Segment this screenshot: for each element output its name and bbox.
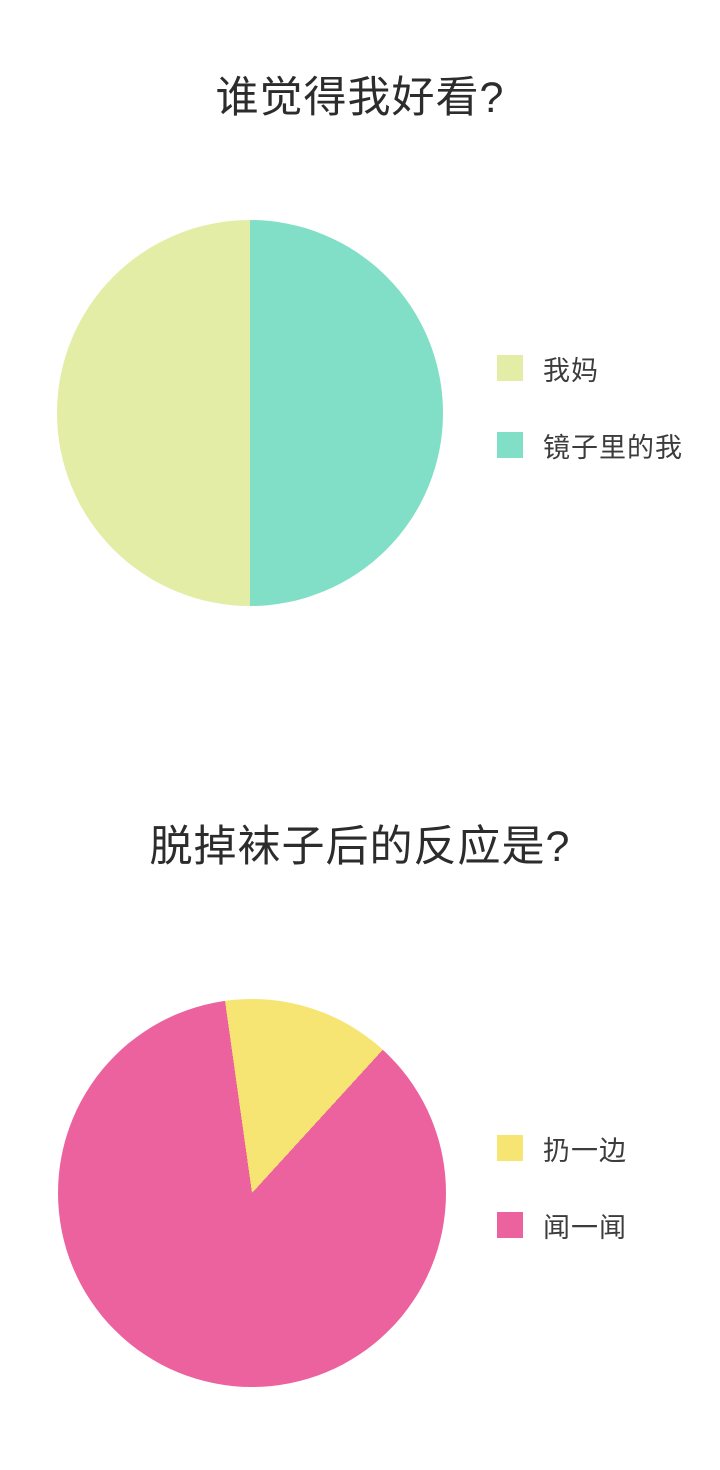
legend-label: 扔一边 xyxy=(543,1135,627,1166)
legend-swatch xyxy=(497,432,523,458)
pie-chart xyxy=(57,220,443,606)
legend-item: 闻一闻 xyxy=(497,1212,627,1243)
chart-title: 脱掉袜子后的反应是? xyxy=(149,823,571,871)
legend-item: 我妈 xyxy=(497,355,683,386)
legend-item: 镜子里的我 xyxy=(497,432,683,463)
legend-item: 扔一边 xyxy=(497,1135,627,1166)
pie-legend: 扔一边 闻一闻 xyxy=(497,1135,627,1243)
pie-chart xyxy=(58,999,446,1387)
legend-label: 镜子里的我 xyxy=(543,432,683,463)
legend-swatch xyxy=(497,1212,523,1238)
legend-swatch xyxy=(497,355,523,381)
pie-legend: 我妈 镜子里的我 xyxy=(497,355,683,463)
chart-title: 谁觉得我好看? xyxy=(215,74,505,122)
legend-label: 我妈 xyxy=(543,355,599,386)
legend-swatch xyxy=(497,1135,523,1161)
legend-label: 闻一闻 xyxy=(543,1212,627,1243)
